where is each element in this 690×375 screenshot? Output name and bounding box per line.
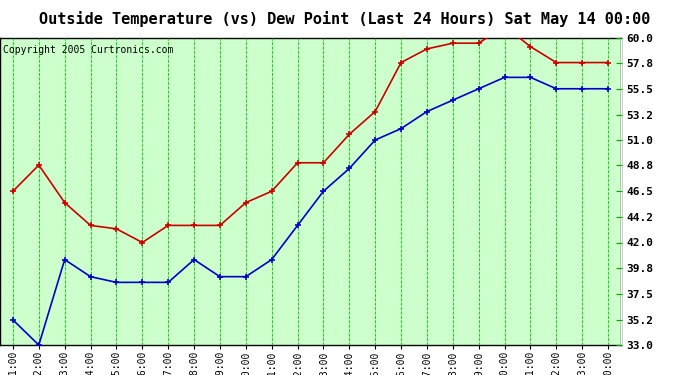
Text: Outside Temperature (vs) Dew Point (Last 24 Hours) Sat May 14 00:00: Outside Temperature (vs) Dew Point (Last… — [39, 11, 651, 27]
Text: Copyright 2005 Curtronics.com: Copyright 2005 Curtronics.com — [3, 45, 173, 55]
